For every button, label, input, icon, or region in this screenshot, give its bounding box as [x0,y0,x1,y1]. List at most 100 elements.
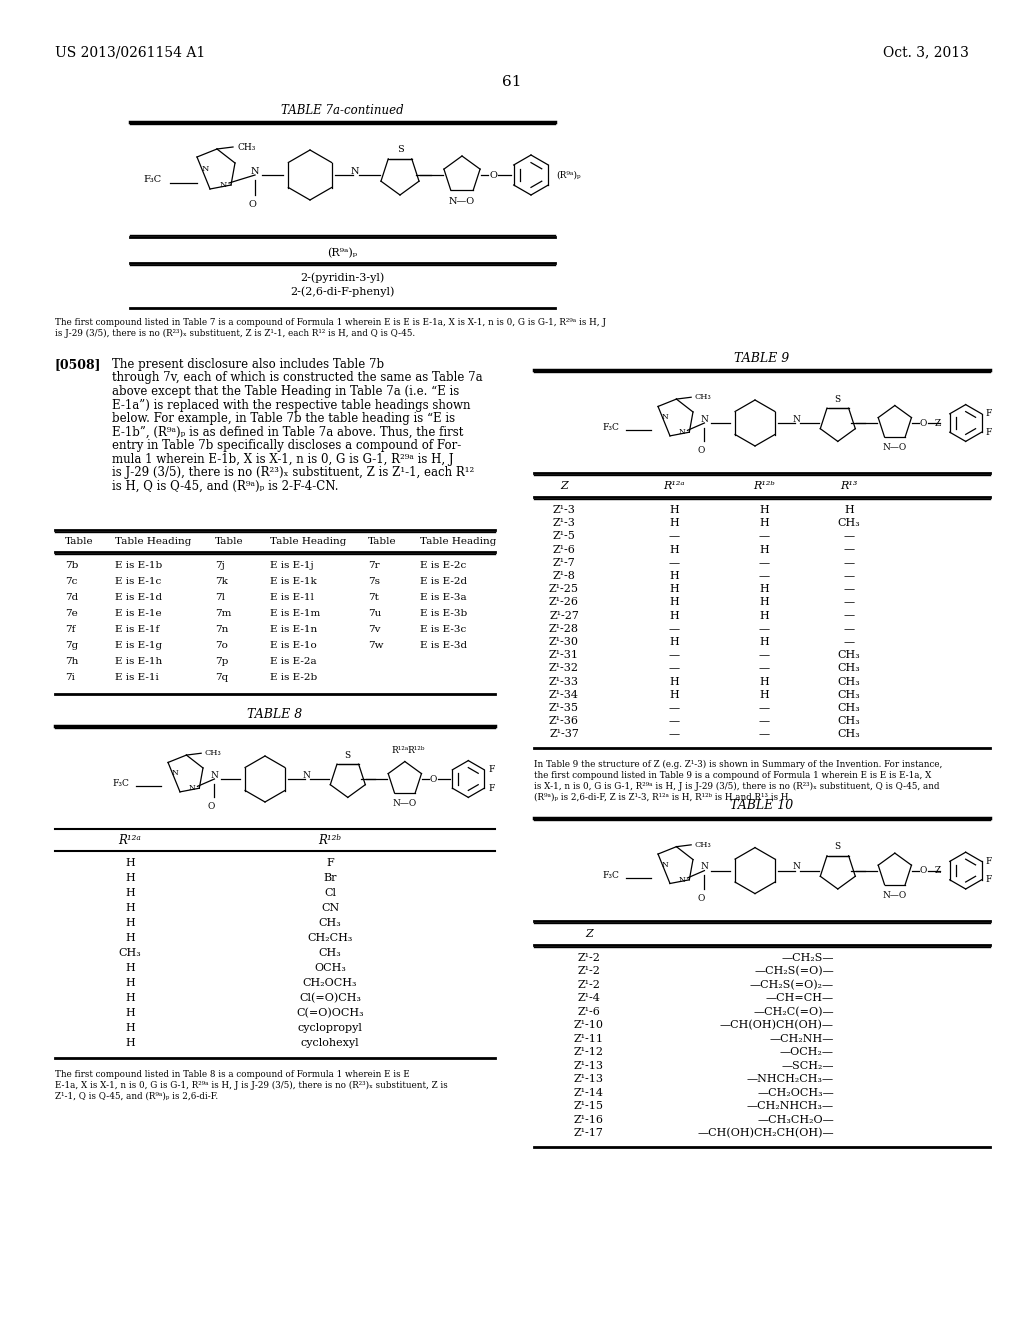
Text: Z¹-8: Z¹-8 [553,572,575,581]
Text: H: H [759,690,769,700]
Text: Z¹-2: Z¹-2 [578,953,600,962]
Text: E is E-1m: E is E-1m [270,610,321,619]
Text: through 7v, each of which is constructed the same as Table 7a: through 7v, each of which is constructed… [112,371,482,384]
Text: entry in Table 7b specifically discloses a compound of For-: entry in Table 7b specifically discloses… [112,440,461,451]
Text: [0508]: [0508] [55,358,101,371]
Text: E is E-3c: E is E-3c [420,626,466,635]
Text: H: H [125,903,135,913]
Text: 7p: 7p [215,657,228,667]
Text: F: F [986,409,992,418]
Text: CH₃: CH₃ [318,917,341,928]
Text: —: — [759,730,770,739]
Text: H: H [125,933,135,942]
Text: CN: CN [321,903,339,913]
Text: N: N [700,862,709,871]
Text: F₃C: F₃C [144,176,162,185]
Text: N: N [679,875,685,884]
Text: —: — [669,651,680,660]
Text: E is E-1d: E is E-1d [115,594,162,602]
Text: Z¹-27: Z¹-27 [549,611,579,620]
Text: —: — [669,558,680,568]
Text: F: F [326,858,334,869]
Text: TABLE 7a-continued: TABLE 7a-continued [282,103,403,116]
Text: —CH(OH)CH₂CH(OH)—: —CH(OH)CH₂CH(OH)— [697,1129,834,1138]
Text: H: H [125,964,135,973]
Text: —OCH₂—: —OCH₂— [780,1047,834,1057]
Text: Z¹-30: Z¹-30 [549,638,579,647]
Text: N: N [663,861,669,869]
Text: —CH₂S—: —CH₂S— [781,953,834,962]
Text: H: H [844,506,854,515]
Text: E-1a”) is replaced with the respective table headings shown: E-1a”) is replaced with the respective t… [112,399,470,412]
Text: H: H [125,1008,135,1018]
Text: —: — [759,704,770,713]
Text: 7t: 7t [368,594,379,602]
Text: Table: Table [65,537,93,546]
Text: H: H [669,611,679,620]
Text: H: H [125,917,135,928]
Text: 7i: 7i [65,673,75,682]
Text: Table Heading: Table Heading [115,537,191,546]
Text: H: H [669,545,679,554]
Text: US 2013/0261154 A1: US 2013/0261154 A1 [55,45,205,59]
Text: Z¹-3: Z¹-3 [553,519,575,528]
Text: —: — [844,572,855,581]
Text: O: O [489,170,497,180]
Text: 7v: 7v [368,626,381,635]
Text: H: H [759,611,769,620]
Text: 7k: 7k [215,578,228,586]
Text: F: F [986,428,992,437]
Text: 7s: 7s [368,578,380,586]
Text: C(=O)OCH₃: C(=O)OCH₃ [296,1008,364,1018]
Text: 7g: 7g [65,642,78,651]
Text: F: F [986,875,992,884]
Text: H: H [125,873,135,883]
Text: F₃C: F₃C [602,871,618,879]
Text: Z¹-36: Z¹-36 [549,717,579,726]
Text: CH₃: CH₃ [838,677,860,686]
Text: E is E-1n: E is E-1n [270,626,317,635]
Text: H: H [759,545,769,554]
Text: 7u: 7u [368,610,381,619]
Text: cyclopropyl: cyclopropyl [298,1023,362,1034]
Text: —: — [759,558,770,568]
Text: F: F [488,784,495,793]
Text: O: O [698,894,706,903]
Text: H: H [669,598,679,607]
Text: the first compound listed in Table 9 is a compound of Formula 1 wherein E is E i: the first compound listed in Table 9 is … [534,771,932,780]
Text: O: O [430,775,437,784]
Text: E-1a, X is X-1, n is 0, G is G-1, R²⁹ᵃ is H, J is J-29 (3/5), there is no (R²³)ₓ: E-1a, X is X-1, n is 0, G is G-1, R²⁹ᵃ i… [55,1081,447,1090]
Text: Z¹-17: Z¹-17 [574,1129,604,1138]
Text: E is E-1g: E is E-1g [115,642,162,651]
Text: E is E-2b: E is E-2b [270,673,317,682]
Text: E is E-2a: E is E-2a [270,657,316,667]
Text: H: H [125,1038,135,1048]
Text: Z¹-10: Z¹-10 [574,1020,604,1030]
Text: E is E-1b: E is E-1b [115,561,162,570]
Text: is X-1, n is 0, G is G-1, R²⁹ᵃ is H, J is J-29 (3/5), there is no (R²³)ₓ substit: is X-1, n is 0, G is G-1, R²⁹ᵃ is H, J i… [534,781,939,791]
Text: CH₃: CH₃ [838,690,860,700]
Text: —: — [669,704,680,713]
Text: N: N [700,414,709,424]
Text: —: — [844,611,855,620]
Text: 7e: 7e [65,610,78,619]
Text: E is E-1o: E is E-1o [270,642,316,651]
Text: Z¹-11: Z¹-11 [574,1034,604,1044]
Text: Z¹-2: Z¹-2 [578,979,600,990]
Text: E is E-1j: E is E-1j [270,561,313,570]
Text: Z¹-26: Z¹-26 [549,598,579,607]
Text: E is E-1l: E is E-1l [270,594,314,602]
Text: Z: Z [935,866,941,875]
Text: O: O [698,446,706,455]
Text: Br: Br [324,873,337,883]
Text: CH₃: CH₃ [838,651,860,660]
Text: 7w: 7w [368,642,384,651]
Text: —: — [844,545,855,554]
Text: 61: 61 [502,75,522,88]
Text: —: — [759,572,770,581]
Text: CH₃: CH₃ [695,841,712,849]
Text: —NHCH₂CH₃—: —NHCH₂CH₃— [746,1074,834,1084]
Text: E is E-1i: E is E-1i [115,673,159,682]
Text: N: N [793,414,801,424]
Text: —: — [759,651,770,660]
